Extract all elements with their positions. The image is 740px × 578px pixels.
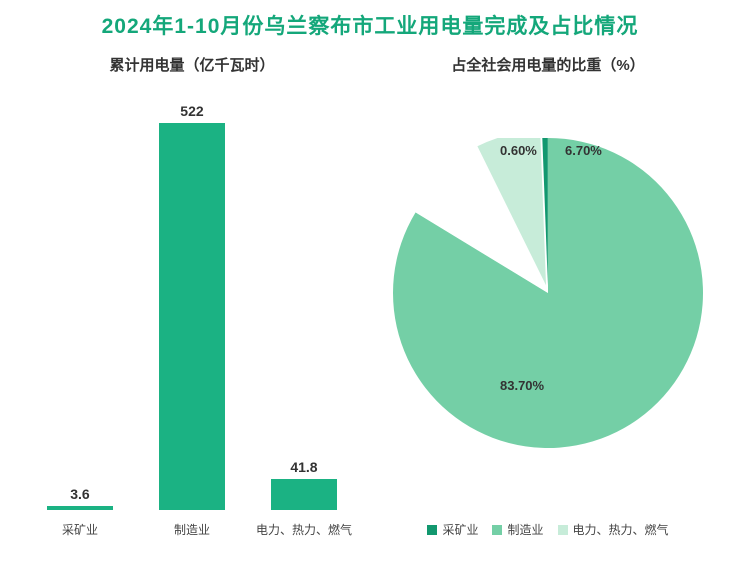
legend-swatch bbox=[558, 525, 568, 535]
legend: 采矿业 制造业 电力、热力、燃气 bbox=[370, 521, 726, 538]
legend-label: 采矿业 bbox=[442, 521, 478, 538]
pie-value-label: 0.60% bbox=[500, 143, 537, 158]
bar bbox=[47, 506, 113, 510]
bar-column: 41.8 bbox=[248, 459, 360, 510]
legend-item: 制造业 bbox=[492, 521, 543, 538]
bar-panel-title: 累计用电量（亿千瓦时） bbox=[14, 54, 370, 75]
bars-area: 3.652241.8 bbox=[24, 108, 360, 510]
chart-container: 2024年1-10月份乌兰察布市工业用电量完成及占比情况 累计用电量（亿千瓦时）… bbox=[0, 0, 740, 578]
bar bbox=[271, 479, 337, 510]
legend-item: 电力、热力、燃气 bbox=[558, 521, 669, 538]
panels: 累计用电量（亿千瓦时） 3.652241.8 采矿业制造业电力、热力、燃气 占全… bbox=[14, 48, 726, 558]
bar-column: 522 bbox=[136, 103, 248, 510]
pie-value-label: 83.70% bbox=[500, 378, 544, 393]
legend-item: 采矿业 bbox=[427, 521, 478, 538]
main-title: 2024年1-10月份乌兰察布市工业用电量完成及占比情况 bbox=[14, 10, 726, 40]
bar-column: 3.6 bbox=[24, 486, 136, 510]
bar bbox=[159, 123, 225, 510]
x-axis-label: 制造业 bbox=[136, 521, 248, 538]
bar-panel: 累计用电量（亿千瓦时） 3.652241.8 采矿业制造业电力、热力、燃气 bbox=[14, 48, 370, 558]
pie-value-label: 6.70% bbox=[565, 143, 602, 158]
legend-swatch bbox=[427, 525, 437, 535]
bar-value-label: 41.8 bbox=[290, 459, 317, 475]
pie-chart bbox=[393, 138, 703, 448]
x-axis-labels: 采矿业制造业电力、热力、燃气 bbox=[24, 521, 360, 538]
pie-panel: 占全社会用电量的比重（%） 0.60% 6.70% 83.70% 采矿业 制造业 电力、… bbox=[370, 48, 726, 558]
bar-value-label: 3.6 bbox=[70, 486, 89, 502]
x-axis-label: 采矿业 bbox=[24, 521, 136, 538]
legend-label: 制造业 bbox=[507, 521, 543, 538]
legend-label: 电力、热力、燃气 bbox=[573, 521, 669, 538]
bar-value-label: 522 bbox=[180, 103, 203, 119]
legend-swatch bbox=[492, 525, 502, 535]
x-axis-label: 电力、热力、燃气 bbox=[248, 521, 360, 538]
pie-panel-title: 占全社会用电量的比重（%） bbox=[370, 54, 726, 75]
